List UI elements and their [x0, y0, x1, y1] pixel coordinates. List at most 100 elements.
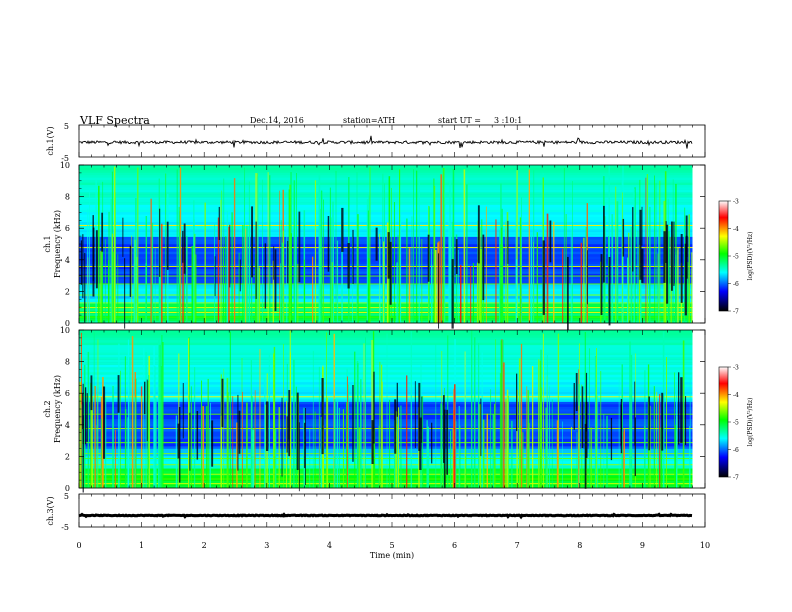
colorbar-tick-label: -7	[733, 475, 739, 482]
spectrogram-dark-gap	[620, 399, 623, 454]
spectrogram-sferic-streak	[479, 227, 481, 323]
spectrogram-band	[79, 209, 693, 213]
spectrogram-dark-gap	[427, 234, 430, 282]
spectrogram-sferic-streak	[191, 245, 194, 323]
ch2-colorbar-label: log(PSD)(V²/Hz)	[747, 398, 754, 447]
spectrogram-sferic-streak	[155, 397, 157, 488]
spectrogram-sferic-streak	[134, 397, 136, 488]
spectrogram-sferic-streak	[689, 426, 691, 488]
spectrogram-sferic-streak	[662, 331, 665, 488]
spectrogram-sferic-streak	[98, 185, 100, 323]
colorbar-tick-label: -6	[733, 447, 739, 454]
spectrogram-dark-gap	[387, 232, 390, 279]
spectrogram-band	[79, 423, 693, 427]
time-tick-label: 1	[139, 541, 144, 550]
spectrogram-sferic-streak	[96, 393, 98, 488]
spectrogram-sferic-streak	[397, 407, 400, 488]
spectrogram-sferic-streak	[79, 381, 82, 488]
spectrogram-sferic-streak	[367, 210, 369, 323]
spectrogram-sferic-streak	[238, 252, 240, 323]
spectrogram-sferic-streak	[530, 235, 533, 323]
spectrogram-sferic-streak	[440, 403, 443, 488]
spectrogram-band	[79, 248, 693, 252]
spectrogram-band	[79, 231, 693, 235]
spectrogram-narrowband-line	[79, 283, 693, 285]
spectrogram-dark-gap	[482, 234, 485, 301]
spectrogram-sferic-streak	[418, 175, 420, 323]
spectrogram-narrowband-line	[79, 457, 693, 459]
ch1-spectrogram-image	[79, 165, 705, 333]
spectrogram-dark-gap	[84, 387, 87, 445]
spectrogram-sferic-streak	[608, 165, 610, 323]
spectrogram-dark-gap	[347, 243, 350, 289]
spectrogram-band	[79, 381, 693, 385]
spectrogram-sferic-streak	[422, 396, 424, 488]
spectrogram-sferic-streak	[505, 398, 507, 488]
spectrogram-sferic-streak	[204, 202, 206, 323]
spectrogram-sferic-streak	[113, 166, 116, 323]
spectrogram-sferic-streak	[452, 169, 455, 323]
spectrogram-sferic-streak	[394, 202, 395, 323]
spectrogram-sferic-streak	[141, 396, 143, 488]
spectrogram-sferic-streak	[515, 199, 517, 323]
spectrogram-dark-gap	[581, 386, 584, 448]
spectrogram-band	[79, 406, 693, 410]
spectrogram-dark-gap	[634, 381, 636, 446]
spectrogram-band	[79, 239, 693, 242]
spectrogram-sferic-streak	[431, 265, 433, 323]
spectrogram-narrowband-line	[79, 302, 693, 304]
spectrogram-sferic-streak	[465, 410, 467, 488]
spectrogram-sferic-streak	[658, 401, 660, 488]
spectrogram-sferic-streak	[179, 232, 181, 323]
spectrogram-sferic-streak	[259, 349, 261, 488]
spectrogram-sferic-streak	[522, 432, 524, 488]
spectrogram-sferic-streak	[280, 263, 281, 323]
spectrogram-sferic-streak	[320, 238, 322, 323]
colorbar-tick-label: -5	[733, 420, 739, 427]
spectrogram-dark-gap	[144, 381, 146, 415]
spectrogram-dark-gap	[680, 377, 683, 443]
spectrogram-dark-gap	[183, 223, 186, 274]
spectrogram-sferic-streak	[499, 230, 501, 323]
spectrogram-sferic-streak	[195, 254, 197, 323]
spectrogram-sferic-streak	[336, 400, 339, 488]
spectrogram-sferic-streak	[666, 357, 668, 488]
spectrogram-sferic-streak	[127, 339, 129, 488]
spectrogram-sferic-streak	[502, 245, 504, 323]
spectrogram-sferic-streak	[322, 246, 324, 323]
spectrogram-sferic-streak	[391, 187, 392, 323]
spectrogram-sferic-streak	[627, 257, 629, 323]
spectrogram-sferic-streak	[622, 192, 623, 323]
spectrogram-sferic-streak	[621, 364, 623, 488]
spectrogram-sferic-streak	[269, 175, 271, 323]
spectrogram-sferic-streak	[330, 217, 332, 323]
spectrogram-sferic-streak	[421, 239, 423, 323]
spectrogram-dark-gap	[124, 258, 126, 329]
spectrogram-sferic-streak	[114, 429, 116, 488]
spectrogram-sferic-streak	[293, 180, 296, 323]
spectrogram-sferic-streak	[162, 342, 164, 488]
spectrogram-band	[79, 226, 693, 230]
ch3-ytick-bottom: -5	[61, 523, 69, 532]
spectrogram-band	[79, 244, 693, 247]
time-tick-label: 5	[389, 541, 394, 550]
spectrogram-sferic-streak	[226, 377, 229, 488]
colorbar-tick-label: -4	[733, 392, 739, 399]
spectrogram-sferic-streak	[458, 249, 459, 323]
spectrogram-sferic-streak	[117, 254, 119, 323]
spectrogram-dark-gap	[82, 393, 84, 430]
spectrogram-sferic-streak	[233, 178, 236, 323]
spectrogram-dark-gap	[182, 230, 184, 263]
spectrogram-band	[79, 288, 693, 292]
spectrogram-sferic-streak	[246, 225, 248, 323]
spectrogram-sferic-streak	[108, 260, 110, 323]
spectrogram-sferic-streak	[596, 348, 597, 488]
spectrogram-band	[79, 347, 693, 351]
spectrogram-sferic-streak	[336, 240, 339, 323]
spectrogram-dark-gap	[146, 379, 148, 441]
spectrogram-sferic-streak	[207, 378, 209, 488]
spectrogram-sferic-streak	[572, 181, 573, 323]
spectrogram-band	[79, 362, 693, 365]
spectrogram-sferic-streak	[383, 241, 385, 323]
spectrogram-sferic-streak	[289, 330, 291, 488]
